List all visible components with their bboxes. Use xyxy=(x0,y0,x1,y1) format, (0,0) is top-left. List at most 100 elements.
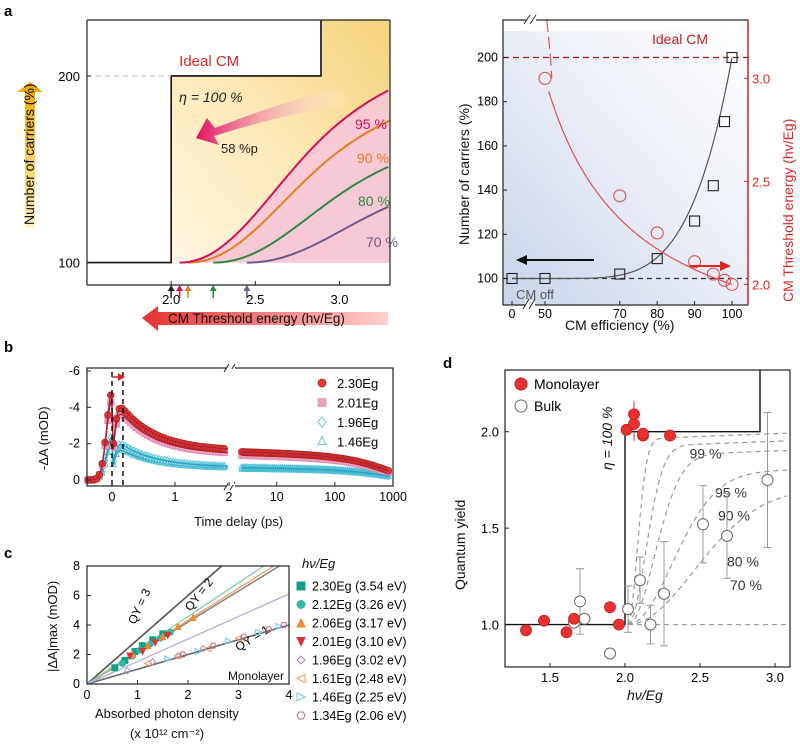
monolayer-point xyxy=(637,427,649,440)
carriers-point xyxy=(539,272,551,285)
legend-label: 2.01Eg xyxy=(337,396,378,411)
carriers-point xyxy=(718,116,731,128)
y-tick-label: 200 xyxy=(58,69,80,84)
ideal-cm-step xyxy=(87,20,322,264)
x-tick-label: 2.0 xyxy=(162,292,180,307)
data-point xyxy=(364,468,372,478)
legend-label: 2.06Eg (3.17 eV) xyxy=(312,617,407,631)
b-ylabel: -ΔA (mOD) xyxy=(36,406,51,470)
data-point xyxy=(362,468,370,478)
legend-label: 1.46Eg xyxy=(337,435,378,450)
data-point xyxy=(126,652,134,661)
data-point xyxy=(166,456,174,467)
data-point xyxy=(189,459,197,469)
x-tick-label: 2.5 xyxy=(246,292,264,307)
curve-95pct xyxy=(179,89,389,264)
data-point xyxy=(340,466,347,476)
carriers-point xyxy=(689,215,701,227)
legend-label: 1.34Eg (2.06 eV) xyxy=(312,709,407,723)
data-point xyxy=(275,622,284,631)
axis-break-gap xyxy=(228,369,234,485)
x-tick-label: 1 xyxy=(134,688,141,702)
monolayer-point xyxy=(628,408,640,421)
threshold-marker-head xyxy=(243,285,251,291)
x-tick-label: 2.0 xyxy=(616,670,634,685)
efficiency-label: 95 % xyxy=(715,484,747,500)
threshold-point xyxy=(717,273,732,287)
data-point xyxy=(358,467,366,477)
y-tick-label: 160 xyxy=(477,139,498,153)
bulk-point xyxy=(578,612,591,625)
data-point xyxy=(118,445,126,453)
threshold-point xyxy=(538,71,552,85)
y-tick-label: 0 xyxy=(73,677,80,691)
data-point xyxy=(265,626,273,633)
legend-label: 1.96Eg (3.02 eV) xyxy=(312,654,407,668)
threshold-point xyxy=(613,189,627,203)
data-point xyxy=(360,467,368,478)
cm-off-background xyxy=(503,31,748,305)
data-point xyxy=(370,469,378,479)
x-axis-arrow xyxy=(142,306,388,331)
x-tick-label: 2 xyxy=(185,688,192,702)
y-tick-label: 8 xyxy=(73,559,80,573)
data-point xyxy=(178,458,185,468)
data-point xyxy=(317,435,327,445)
legend-monolayer-marker xyxy=(514,377,528,391)
legend-label: 2.30Eg xyxy=(337,376,378,391)
legend-monolayer-label: Monolayer xyxy=(534,376,600,392)
x-tick-label: 1000 xyxy=(379,490,407,504)
data-point xyxy=(138,648,147,656)
a-right-ylabel: Number of carriers (%) xyxy=(456,103,472,245)
qy3-label: QY = 3 xyxy=(125,586,154,626)
bulk-point xyxy=(622,603,634,616)
legend-label: 2.01Eg (3.10 eV) xyxy=(312,635,407,649)
threshold-marker-head xyxy=(176,285,184,291)
data-point xyxy=(209,461,217,471)
carriers-point xyxy=(651,253,663,265)
data-point xyxy=(186,459,194,469)
threshold-point xyxy=(688,255,702,269)
data-point xyxy=(296,692,307,702)
y2-tick-label: 3.0 xyxy=(752,71,770,86)
y-tick-label: 2 xyxy=(73,648,80,662)
data-point xyxy=(366,468,374,478)
data-point xyxy=(344,466,352,476)
bulk-point xyxy=(721,529,733,542)
legend-label: 1.96Eg xyxy=(337,415,378,430)
data-point xyxy=(183,459,191,469)
threshold-curve xyxy=(548,91,733,285)
carriers-point xyxy=(614,268,626,280)
data-point xyxy=(350,466,358,477)
y-tick-label: 0 xyxy=(73,473,80,487)
threshold-marker-head xyxy=(209,285,217,291)
data-point xyxy=(296,600,306,609)
data-point xyxy=(215,461,222,471)
data-point xyxy=(169,457,177,467)
legend-label: 2.30Eg (3.54 eV) xyxy=(312,580,407,594)
panel-a-left: 70 % 80 % 90 % 95 % 58 %p Ideal CM η = 100 … xyxy=(17,19,398,331)
data-point xyxy=(224,637,233,646)
data-point xyxy=(255,628,263,637)
improvement-arrow xyxy=(196,89,345,145)
c-ylabel: |ΔA|max (mOD) xyxy=(45,581,60,672)
data-point xyxy=(123,667,132,675)
data-point xyxy=(203,460,211,470)
data-point xyxy=(198,460,205,470)
data-point xyxy=(115,440,123,450)
curve-label-95pct: 95 % xyxy=(355,116,387,132)
y-tick-label: 200 xyxy=(477,51,498,65)
data-point xyxy=(199,644,207,653)
legend-label: 2.12Eg (3.26 eV) xyxy=(312,598,407,612)
data-point xyxy=(295,673,306,684)
data-point xyxy=(151,639,159,647)
data-point xyxy=(296,711,306,720)
cm-off-label: CM off xyxy=(516,287,554,302)
ideal-cm-label-right: Ideal CM xyxy=(652,31,708,47)
c-xlabel: Absorbed photon density xyxy=(95,706,239,721)
threshold-point xyxy=(650,226,664,240)
arrow-percent-label: 58 %p xyxy=(221,141,258,156)
data-point xyxy=(200,460,208,470)
